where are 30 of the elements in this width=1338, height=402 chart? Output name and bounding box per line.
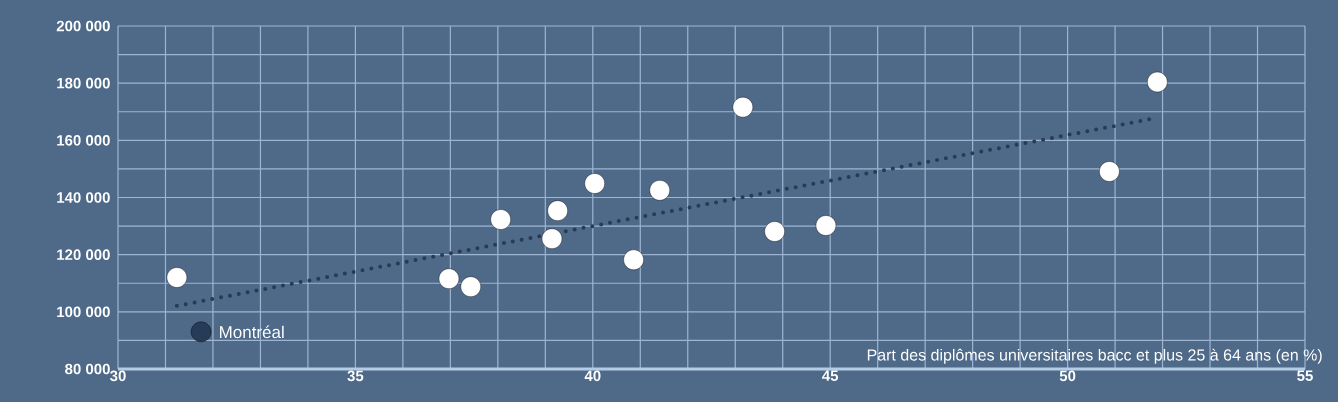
y-tick-label: 200 000 xyxy=(56,20,110,32)
point xyxy=(649,180,670,201)
point xyxy=(584,173,605,194)
point xyxy=(547,200,568,221)
point xyxy=(166,267,188,288)
x-tick-label: 40 xyxy=(584,370,601,382)
y-tick-label: 120 000 xyxy=(57,249,110,260)
series-label: Montréal xyxy=(220,325,284,339)
point xyxy=(623,249,644,271)
point xyxy=(764,221,785,242)
x-tick-label: 50 xyxy=(1059,370,1076,382)
point xyxy=(490,209,511,230)
point xyxy=(460,276,481,297)
x-axis-title: Part des diplômes universitaires bacc et plus 25 à 64 ans (en %) xyxy=(867,348,1322,364)
y-tick-label: 100 000 xyxy=(57,306,110,318)
y-tick-label: 140 000 xyxy=(57,192,110,203)
y-tick-label: 180 000 xyxy=(57,77,110,89)
y-tick-label: 160 000 xyxy=(57,135,110,146)
x-tick-label: 35 xyxy=(347,370,364,382)
point xyxy=(815,215,837,236)
point xyxy=(1147,71,1168,93)
point xyxy=(190,321,212,343)
x-tick-label: 55 xyxy=(1297,370,1313,381)
y-tick-label: 80 000 xyxy=(65,363,110,375)
x-tick-label: 30 xyxy=(110,370,126,382)
point xyxy=(438,268,460,289)
point xyxy=(1099,161,1120,182)
x-tick-label: 45 xyxy=(822,370,839,381)
point xyxy=(541,228,563,249)
point xyxy=(732,96,754,118)
